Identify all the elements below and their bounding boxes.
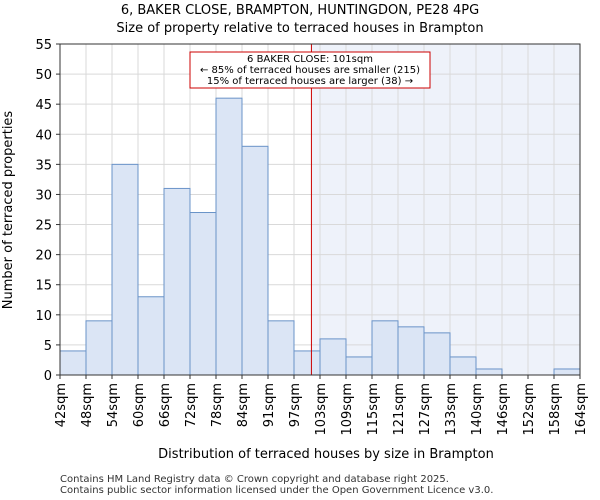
x-tick-label-91sqm: 91sqm	[262, 383, 277, 427]
x-tick-label-152sqm: 152sqm	[522, 383, 537, 436]
x-tick-label-164sqm: 164sqm	[574, 383, 589, 436]
x-tick-label-66sqm: 66sqm	[158, 383, 173, 427]
chart-title: 6, BAKER CLOSE, BRAMPTON, HUNTINGDON, PE…	[121, 3, 479, 18]
x-tick-label-158sqm: 158sqm	[548, 383, 563, 436]
x-tick-label-84sqm: 84sqm	[236, 383, 251, 427]
bar-127sqm	[423, 332, 451, 376]
x-tick-label-60sqm: 60sqm	[132, 383, 147, 427]
chart-subtitle: Size of property relative to terraced ho…	[116, 21, 483, 36]
bar-115sqm	[371, 320, 399, 376]
bar-60sqm	[137, 296, 165, 376]
larger-region-shade	[311, 44, 580, 375]
x-tick-label-48sqm: 48sqm	[80, 383, 95, 427]
y-tick-label-5: 5	[44, 339, 52, 354]
x-tick-label-72sqm: 72sqm	[184, 383, 199, 427]
bar-91sqm	[267, 320, 295, 376]
x-tick-label-127sqm: 127sqm	[418, 383, 433, 436]
bar-158sqm	[553, 368, 581, 376]
y-tick-label-20: 20	[35, 249, 52, 264]
x-axis-label: Distribution of terraced houses by size …	[158, 447, 494, 462]
y-tick-label-50: 50	[35, 68, 52, 83]
x-tick-label-78sqm: 78sqm	[210, 383, 225, 427]
y-tick-label-30: 30	[35, 188, 52, 203]
bar-109sqm	[345, 356, 373, 376]
bar-140sqm	[475, 368, 503, 376]
x-tick-label-97sqm: 97sqm	[288, 383, 303, 427]
y-tick-label-45: 45	[35, 98, 52, 113]
y-axis-label: Number of terraced properties	[1, 111, 16, 310]
footer-line-2: Contains public sector information licen…	[60, 485, 494, 496]
x-tick-label-109sqm: 109sqm	[340, 383, 355, 436]
annotation-line-3: 15% of terraced houses are larger (38) →	[207, 76, 413, 87]
bar-72sqm	[189, 212, 217, 376]
bar-48sqm	[85, 320, 113, 376]
y-tick-label-55: 55	[35, 38, 52, 53]
x-tick-label-42sqm: 42sqm	[54, 383, 69, 427]
bar-42sqm	[59, 350, 87, 376]
annotation-line-1: 6 BAKER CLOSE: 101sqm	[247, 54, 373, 65]
x-tick-label-115sqm: 115sqm	[366, 383, 381, 436]
annotation-line-2: ← 85% of terraced houses are smaller (21…	[200, 65, 420, 76]
annotation-box	[189, 51, 431, 89]
bar-103sqm	[319, 338, 347, 376]
bar-54sqm	[111, 163, 139, 376]
y-tick-label-25: 25	[35, 219, 52, 234]
bar-84sqm	[241, 145, 269, 376]
y-tick-label-35: 35	[35, 158, 52, 173]
x-tick-label-103sqm: 103sqm	[314, 383, 329, 436]
x-tick-label-140sqm: 140sqm	[470, 383, 485, 436]
y-tick-label-40: 40	[35, 128, 52, 143]
bar-121sqm	[397, 326, 425, 376]
x-tick-label-146sqm: 146sqm	[496, 383, 511, 436]
y-tick-label-0: 0	[44, 369, 52, 384]
y-tick-label-15: 15	[35, 279, 52, 294]
y-tick-label-10: 10	[35, 309, 52, 324]
x-tick-label-121sqm: 121sqm	[392, 383, 407, 436]
bar-133sqm	[449, 356, 477, 376]
footer-line-1: Contains HM Land Registry data © Crown c…	[60, 474, 449, 485]
x-tick-label-54sqm: 54sqm	[106, 383, 121, 427]
bar-78sqm	[215, 97, 243, 376]
bar-97sqm	[293, 350, 321, 376]
x-tick-label-133sqm: 133sqm	[444, 383, 459, 436]
bar-66sqm	[163, 187, 191, 376]
